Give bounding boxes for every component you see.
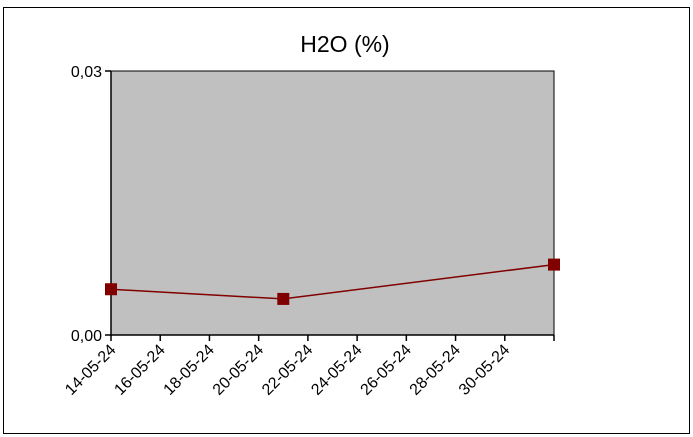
series-group <box>105 258 560 305</box>
y-axis-ticks: 0,00 0,03 <box>71 64 111 345</box>
plot-area <box>110 70 555 336</box>
y-tick-label: 0,03 <box>71 64 102 81</box>
data-point <box>277 292 290 305</box>
y-tick-label: 0,00 <box>71 328 102 345</box>
chart-title: H2O (%) <box>300 31 389 57</box>
data-point <box>105 283 117 296</box>
data-point <box>548 258 560 271</box>
